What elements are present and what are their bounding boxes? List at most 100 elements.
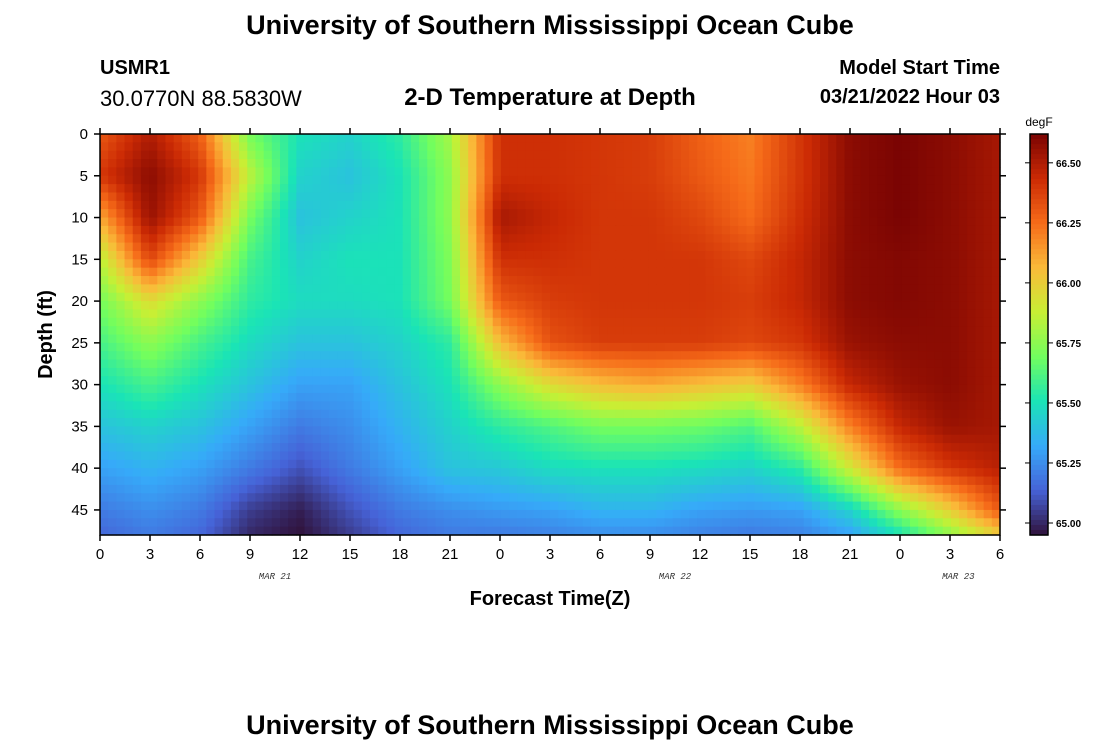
heatmap-cell — [222, 167, 232, 177]
heatmap-cell — [353, 259, 363, 269]
heatmap-cell — [844, 459, 854, 469]
heatmap-cell — [476, 476, 486, 486]
heatmap-cell — [566, 259, 576, 269]
heatmap-cell — [419, 418, 428, 427]
heatmap-cell — [640, 142, 649, 152]
heatmap-cell — [247, 192, 257, 202]
heatmap-cell — [746, 292, 756, 302]
heatmap-cell — [460, 301, 469, 311]
heatmap-cell — [435, 217, 445, 227]
heatmap-cell — [525, 259, 535, 269]
heatmap-cell — [893, 493, 903, 503]
heatmap-cell — [893, 276, 903, 285]
heatmap-cell — [214, 351, 224, 361]
heatmap-cell — [345, 150, 355, 160]
heatmap-cell — [370, 326, 379, 336]
heatmap-cell — [140, 217, 150, 227]
heatmap-cell — [852, 234, 862, 244]
heatmap-cell — [247, 418, 257, 427]
heatmap-cell — [934, 301, 944, 311]
heatmap-cell — [468, 367, 477, 377]
heatmap-cell — [402, 443, 412, 453]
heatmap-cell — [803, 209, 813, 219]
heatmap-cell — [860, 376, 870, 386]
heatmap-cell — [631, 434, 641, 444]
heatmap-cell — [378, 376, 387, 386]
heatmap-cell — [443, 301, 453, 311]
heatmap-cell — [296, 309, 306, 319]
heatmap-cell — [975, 234, 985, 244]
heatmap-cell — [353, 334, 363, 344]
heatmap-cell — [860, 150, 870, 160]
heatmap-cell — [132, 209, 142, 219]
heatmap-cell — [157, 501, 167, 511]
heatmap-cell — [901, 359, 911, 369]
heatmap-cell — [631, 267, 641, 277]
heatmap-cell — [828, 359, 837, 369]
heatmap-cell — [198, 418, 207, 427]
heatmap-cell — [959, 476, 968, 486]
heatmap-cell — [517, 443, 527, 453]
heatmap-cell — [713, 392, 723, 402]
heatmap-cell — [353, 200, 363, 210]
heatmap-cell — [582, 192, 592, 202]
heatmap-cell — [361, 250, 371, 260]
heatmap-cell — [100, 426, 109, 436]
heatmap-cell — [525, 351, 535, 361]
heatmap-cell — [779, 217, 788, 227]
heatmap-cell — [746, 434, 756, 444]
heatmap-cell — [680, 284, 690, 294]
heatmap-cell — [329, 142, 338, 152]
heatmap-cell — [492, 267, 502, 277]
heatmap-cell — [312, 184, 322, 194]
heatmap-cell — [713, 401, 723, 411]
heatmap-cell — [181, 225, 191, 235]
heatmap-cell — [754, 276, 764, 285]
heatmap-cell — [157, 200, 167, 210]
heatmap-cell — [206, 351, 216, 361]
heatmap-cell — [959, 484, 968, 494]
heatmap-cell — [484, 259, 494, 269]
heatmap-cell — [820, 351, 829, 361]
heatmap-cell — [165, 392, 175, 402]
heatmap-cell — [181, 234, 191, 244]
heatmap-cell — [288, 167, 297, 177]
heatmap-cell — [770, 409, 780, 419]
heatmap-cell — [329, 493, 338, 503]
heatmap-cell — [378, 167, 387, 177]
heatmap-cell — [255, 175, 265, 185]
heatmap-cell — [165, 192, 175, 202]
heatmap-cell — [811, 401, 821, 411]
heatmap-cell — [214, 392, 224, 402]
heatmap-cell — [991, 301, 1001, 311]
heatmap-cell — [255, 451, 265, 461]
heatmap-cell — [255, 217, 265, 227]
heatmap-cell — [370, 484, 379, 494]
heatmap-cell — [476, 192, 486, 202]
heatmap-cell — [394, 284, 404, 294]
heatmap-cell — [852, 284, 862, 294]
heatmap-cell — [574, 367, 584, 377]
heatmap-cell — [410, 451, 420, 461]
heatmap-cell — [525, 200, 535, 210]
heatmap-cell — [410, 192, 420, 202]
heatmap-cell — [631, 134, 641, 143]
heatmap-cell — [533, 334, 543, 344]
heatmap-cell — [484, 501, 494, 511]
heatmap-cell — [950, 468, 960, 478]
heatmap-cell — [844, 484, 854, 494]
heatmap-cell — [901, 384, 911, 394]
heatmap-cell — [926, 476, 936, 486]
heatmap-cell — [312, 142, 322, 152]
heatmap-cell — [672, 376, 682, 386]
heatmap-cell — [656, 326, 666, 336]
heatmap-cell — [410, 342, 420, 352]
heatmap-cell — [296, 367, 306, 377]
heatmap-cell — [811, 476, 821, 486]
heatmap-cell — [181, 443, 191, 453]
heatmap-cell — [149, 167, 158, 177]
heatmap-cell — [247, 242, 257, 252]
heatmap-cell — [132, 418, 142, 427]
heatmap-cell — [132, 292, 142, 302]
heatmap-cell — [222, 367, 232, 377]
